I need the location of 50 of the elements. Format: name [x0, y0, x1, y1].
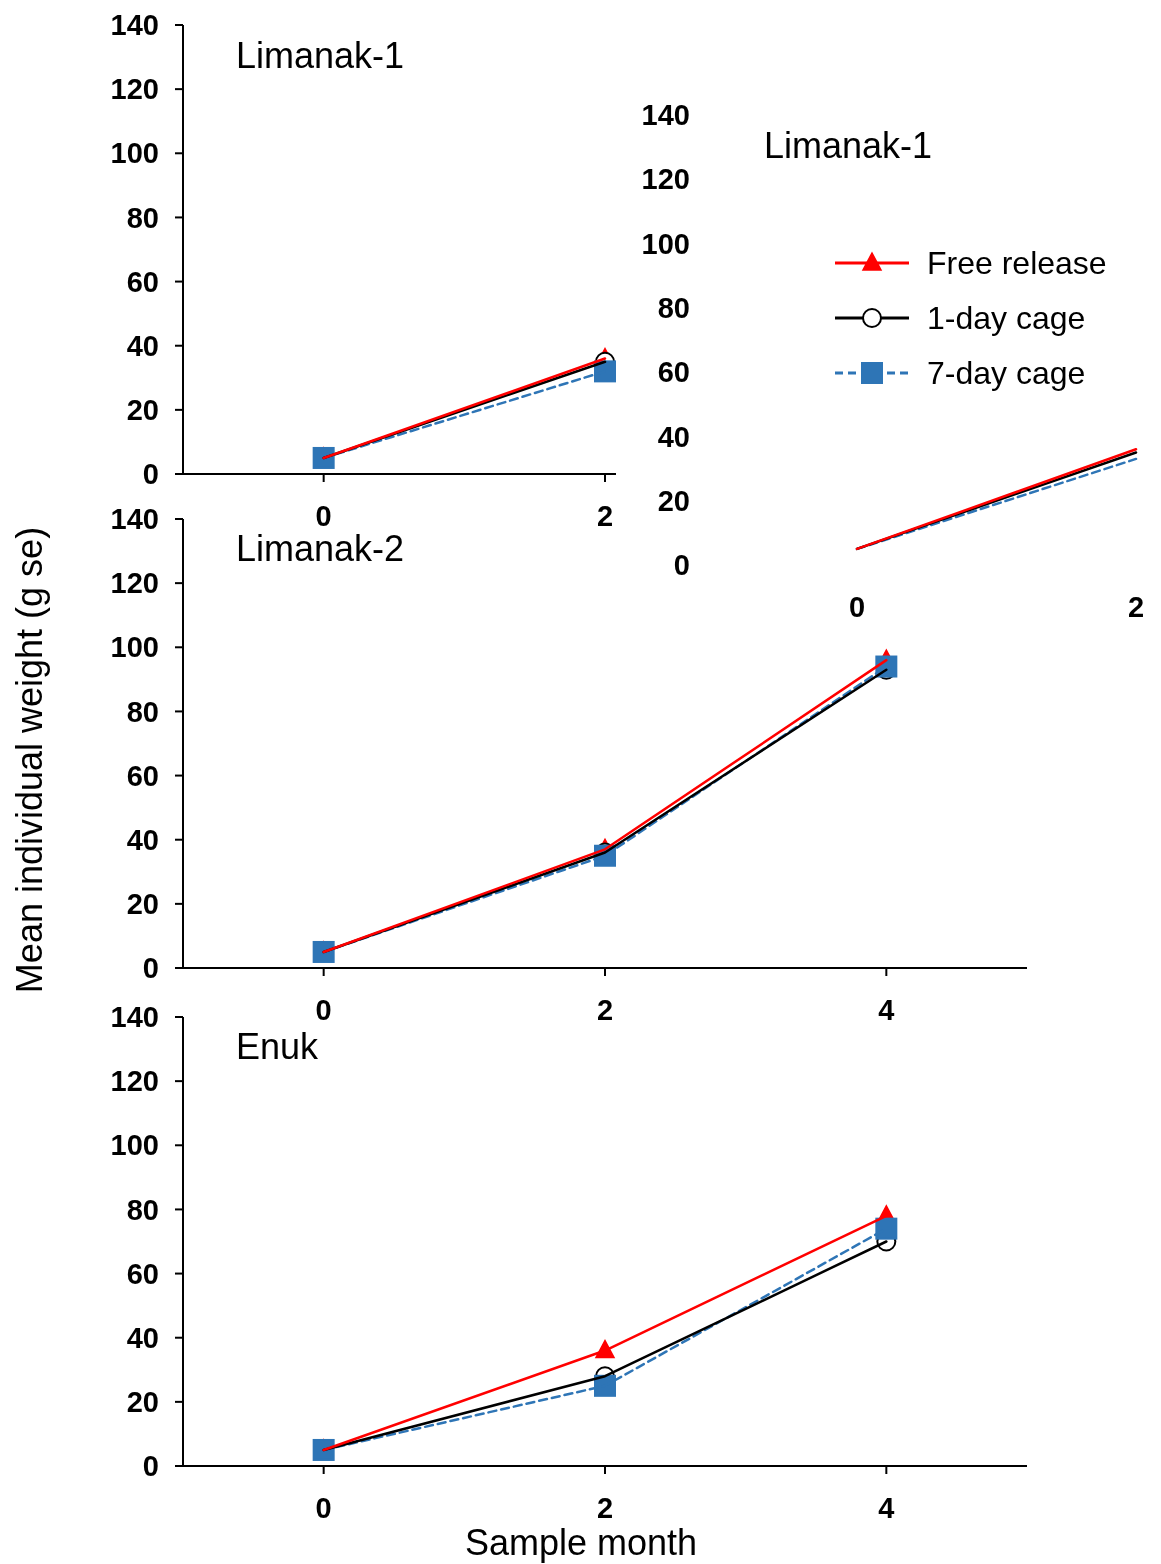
- y-tick-label: 40: [126, 1321, 159, 1354]
- y-tick-label: 100: [110, 1129, 159, 1162]
- point: [875, 1217, 898, 1240]
- x-tick-label: 0: [315, 994, 332, 1026]
- y-tick-label: 60: [126, 759, 159, 792]
- legend-label: 1-day cage: [927, 300, 1086, 337]
- x-tick-label: 2: [596, 1492, 614, 1524]
- y-tick-label: 20: [126, 1386, 159, 1419]
- y-tick-label: 120: [110, 73, 159, 106]
- x-axis-title: Sample month: [464, 1522, 698, 1563]
- y-tick-label: 20: [126, 888, 159, 921]
- y-tick-label: 100: [641, 227, 690, 260]
- y-tick-label: 0: [673, 549, 690, 582]
- y-tick-label: 80: [126, 695, 159, 728]
- y-tick-label: 120: [110, 567, 159, 600]
- x-tick-label: 4: [878, 1492, 895, 1524]
- y-tick-label: 140: [110, 1001, 159, 1034]
- chart-title: Limanak-1: [764, 124, 933, 166]
- legend-label: Free release: [927, 245, 1107, 282]
- y-tick-label: 120: [110, 1065, 159, 1098]
- y-tick-label: 80: [126, 201, 159, 234]
- y-tick-label: 140: [110, 503, 159, 536]
- y-tick-label: 0: [142, 952, 159, 985]
- chart-title: Limanak-1: [236, 34, 405, 76]
- chart-title: Enuk: [236, 1025, 320, 1067]
- legend-label: 7-day cage: [927, 355, 1086, 392]
- y-tick-label: 0: [142, 458, 159, 491]
- y-tick-label: 80: [126, 1193, 159, 1226]
- x-tick-label: 4: [878, 994, 895, 1026]
- y-tick-label: 60: [126, 265, 159, 298]
- chart-title: Limanak-2: [236, 527, 405, 569]
- y-tick-label: 80: [657, 292, 690, 325]
- y-tick-label: 100: [110, 631, 159, 664]
- y-tick-label: 40: [126, 329, 159, 362]
- x-tick-label: 2: [596, 994, 614, 1026]
- y-tick-label: 100: [110, 137, 159, 170]
- y-tick-label: 0: [142, 1450, 159, 1483]
- y-tick-label: 40: [126, 823, 159, 856]
- y-tick-label: 20: [126, 394, 159, 427]
- y-tick-label: 60: [126, 1257, 159, 1290]
- y-tick-label: 140: [641, 99, 690, 132]
- y-axis-title: Mean individual weight (g se): [9, 526, 50, 994]
- x-tick-label: 2: [596, 500, 614, 532]
- y-tick-label: 60: [657, 356, 690, 389]
- y-tick-label: 40: [657, 420, 690, 453]
- y-tick-label: 140: [110, 9, 159, 42]
- y-tick-label: 20: [657, 484, 690, 517]
- x-tick-label: 0: [315, 1492, 332, 1524]
- x-tick-label: 2: [1127, 591, 1145, 623]
- y-tick-label: 120: [641, 163, 690, 196]
